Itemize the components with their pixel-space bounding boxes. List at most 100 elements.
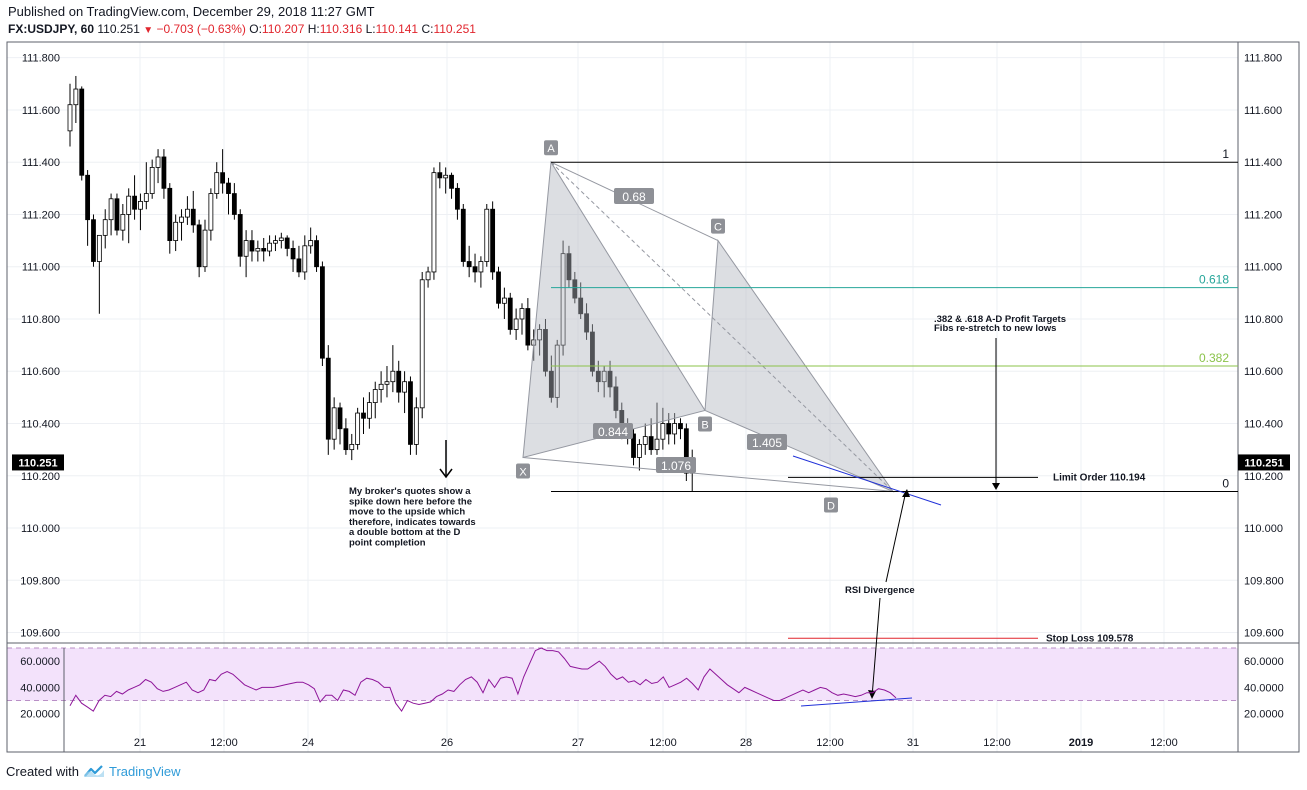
broker-spike-note: move to the upside which <box>349 507 465 518</box>
pattern-point-label-c: C <box>714 222 722 234</box>
candle-down <box>190 208 196 226</box>
candle-up <box>402 381 407 393</box>
candle-down <box>337 407 343 430</box>
candle-up <box>184 208 190 218</box>
price-tick-label-right: 111.200 <box>1244 209 1282 221</box>
candle-down <box>85 174 91 221</box>
candle-down <box>683 428 689 474</box>
candle-down <box>167 187 173 241</box>
price-tick-label-left: 111.400 <box>22 157 60 169</box>
price-tick-label-left: 111.600 <box>22 105 60 117</box>
down-arrow-icon: ▼ <box>143 25 154 36</box>
rsi-tick-label-right: 40.0000 <box>1244 682 1284 694</box>
broker-spike-note: therefore, indicates towards <box>349 517 476 528</box>
close-label: C: <box>421 22 434 36</box>
candle-up <box>349 444 355 451</box>
candle-down <box>314 240 319 268</box>
rsi-tick-label-right: 20.0000 <box>1244 709 1284 721</box>
candle-up <box>278 237 284 241</box>
candle-down <box>343 428 349 451</box>
low-value: 110.141 <box>375 22 419 36</box>
broker-spike-note: point completion <box>349 538 426 549</box>
price-tick-label-right: 111.400 <box>1244 157 1282 169</box>
candle-up <box>355 412 361 445</box>
time-tick-label: 12:00 <box>210 737 238 749</box>
rsi-tick-label-left: 20.0000 <box>20 709 60 721</box>
created-with-label: Created with <box>6 764 79 779</box>
symbol-name[interactable]: FX:USDJPY, 60 <box>8 22 95 36</box>
candle-down <box>666 423 672 435</box>
candle-up <box>108 198 114 221</box>
price-tick-label-left: 111.000 <box>22 262 60 274</box>
candle-down <box>290 248 296 260</box>
candle-down <box>91 219 96 262</box>
rsi-band <box>7 648 1238 701</box>
tradingview-logo-icon <box>83 765 104 777</box>
candle-up <box>636 444 642 458</box>
candle-up <box>560 253 566 346</box>
fib-level-label: 0 <box>1222 476 1229 490</box>
price-tick-label-left: 109.600 <box>20 628 60 640</box>
last-price-label-left: 110.251 <box>18 457 57 469</box>
candle-up <box>519 308 525 320</box>
price-tick-label-right: 110.400 <box>1244 419 1283 431</box>
candle-down <box>220 172 226 184</box>
price-tick-label-left: 110.400 <box>21 419 60 431</box>
candle-down <box>578 297 584 315</box>
ratio-label: 0.68 <box>622 190 646 204</box>
candle-up <box>431 172 437 273</box>
candle-up <box>372 389 378 404</box>
candle-up <box>120 214 126 231</box>
pattern-point-badge <box>698 416 712 432</box>
time-tick-label: 12:00 <box>816 737 844 749</box>
time-tick-label: 24 <box>302 737 314 749</box>
price-tick-label-left: 109.800 <box>20 575 60 587</box>
last-price-badge-left <box>12 454 64 471</box>
candle-down <box>631 433 636 458</box>
price-tick-label-right: 111.000 <box>1244 262 1282 274</box>
candle-down <box>460 208 466 262</box>
candle-down <box>408 381 413 445</box>
divergence-arrow-up <box>885 490 907 583</box>
candle-up <box>67 104 73 132</box>
candle-up <box>384 381 390 385</box>
pattern-point-label-b: B <box>701 419 708 431</box>
candle-up <box>443 174 449 179</box>
candle-down <box>320 266 325 359</box>
candle-down <box>196 224 202 268</box>
candle-up <box>255 248 261 252</box>
arrow-head-icon <box>439 468 453 479</box>
candle-down <box>79 88 85 176</box>
candle-down <box>595 370 601 383</box>
price-tick-label-left: 111.200 <box>22 209 60 221</box>
candle-up <box>513 318 519 330</box>
rsi-trendline <box>800 697 913 707</box>
candle-up <box>378 383 384 390</box>
symbol-legend: FX:USDJPY, 60 110.251 ▼ −0.703 (−0.63%) … <box>8 22 476 36</box>
candle-down <box>648 436 654 451</box>
ratio-label: 1.076 <box>661 459 691 473</box>
price-trendline <box>792 455 942 506</box>
candle-up <box>390 370 396 383</box>
price-tick-label-right: 111.800 <box>1244 53 1282 65</box>
high-value: 110.316 <box>319 22 363 36</box>
rsi-divergence-note: RSI Divergence <box>845 585 915 596</box>
tradingview-brand-link[interactable]: TradingView <box>108 764 181 779</box>
price-tick-label-left: 110.200 <box>21 471 60 483</box>
fib-level-label: 0.618 <box>1199 273 1229 287</box>
candle-down <box>543 329 548 372</box>
candle-up <box>302 245 308 273</box>
price-tick-label-left: 111.800 <box>22 53 60 65</box>
candle-up <box>102 219 108 236</box>
time-tick-label: 21 <box>134 737 146 749</box>
price-tick-label-left: 110.600 <box>21 366 60 378</box>
candle-up <box>138 200 143 210</box>
broker-spike-note: spike down here before the <box>349 496 472 507</box>
ratio-label: 0.844 <box>598 425 628 439</box>
price-tick-label-right: 111.600 <box>1244 105 1282 117</box>
rsi-line <box>69 647 897 713</box>
candle-up <box>425 271 431 281</box>
candle-up <box>126 195 132 215</box>
candle-up <box>642 436 648 445</box>
